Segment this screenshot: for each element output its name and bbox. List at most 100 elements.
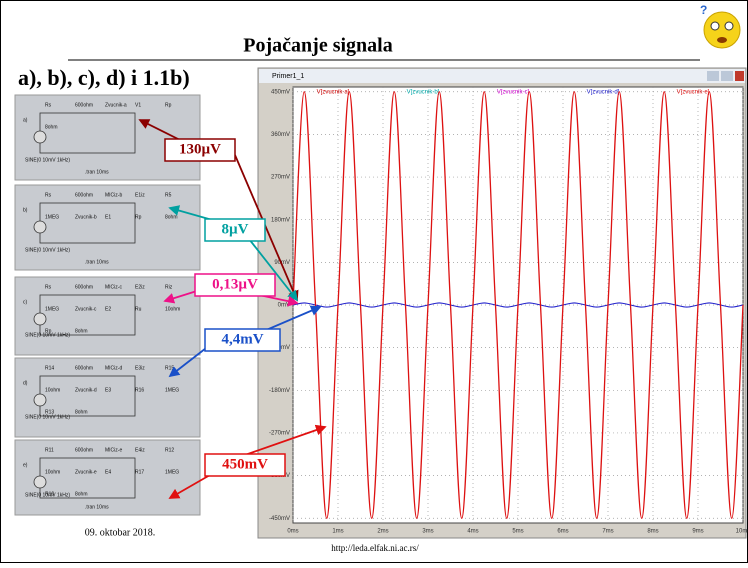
- y-tick-label: 180mV: [271, 217, 290, 223]
- y-tick-label: 360mV: [271, 132, 290, 138]
- legend-entry: V[zvucnik-b]: [407, 90, 440, 96]
- schematic-label: Zvucnik-b: [75, 214, 97, 220]
- legend-entry: V[zvucnik-e]: [677, 90, 710, 96]
- schematic-label: SINE(0 10mV 1kHz): [25, 492, 70, 498]
- schematic-label: Zvucnik-d: [75, 387, 97, 393]
- schematic-label: R17: [135, 469, 144, 475]
- y-tick-label: -180mV: [269, 388, 290, 394]
- source-symbol: [34, 394, 46, 406]
- schematic-label: .tran 10ms: [85, 169, 109, 175]
- schematic-label: 1MEG: [165, 387, 179, 393]
- window-close[interactable]: [735, 71, 744, 81]
- x-tick-label: 9ms: [692, 529, 703, 535]
- schematic-label: E3iz: [135, 365, 145, 371]
- schematic-label: Riz: [165, 284, 173, 290]
- annotation-text: 130µV: [179, 141, 221, 157]
- x-tick-label: 10ms: [736, 529, 748, 535]
- x-tick-label: 8ms: [647, 529, 658, 535]
- schematic-label: 8ohm: [75, 491, 88, 497]
- x-tick-label: 6ms: [557, 529, 568, 535]
- schematic-label: 10ohm: [45, 387, 60, 393]
- source-symbol: [34, 221, 46, 233]
- schematic-label: MICiz-d: [105, 365, 122, 371]
- schematic-label: SINE(0 10mV 1kHz): [25, 247, 70, 253]
- schematic-label: MICiz-b: [105, 192, 122, 198]
- page: Pojačanje signala a), b), c), d) i 1.1b)…: [0, 0, 748, 563]
- annotation-text: 8µV: [222, 221, 249, 237]
- schematic-label: 600ohm: [75, 365, 93, 371]
- schematic-label: d): [23, 380, 28, 386]
- x-tick-label: 3ms: [422, 529, 433, 535]
- x-tick-label: 7ms: [602, 529, 613, 535]
- footer-date: 09. oktobar 2018.: [85, 527, 156, 538]
- schematic-label: E2iz: [135, 284, 145, 290]
- schematic-label: 600ohm: [75, 447, 93, 453]
- schematic-label: Zvucnik-c: [75, 306, 97, 312]
- schematic-label: MICiz-c: [105, 284, 122, 290]
- schematic-label: SINE(0 10mV 1kHz): [25, 414, 70, 420]
- slide-title: Pojačanje signala: [243, 35, 392, 57]
- source-symbol: [34, 131, 46, 143]
- schematic-label: R5: [165, 192, 172, 198]
- schematic-label: 10ohm: [45, 469, 60, 475]
- schematic-label: E4: [105, 469, 111, 475]
- legend-entry: V[zvucnik-d]: [587, 90, 620, 96]
- slide-subtitle: a), b), c), d) i 1.1b): [18, 65, 190, 90]
- schematic-label: E1: [105, 214, 111, 220]
- schematic-label: E2: [105, 306, 111, 312]
- source-symbol: [34, 476, 46, 488]
- schematic-label: Rs: [45, 102, 52, 108]
- schematic-label: 8ohm: [45, 124, 58, 130]
- annotation-text: 0,13µV: [212, 276, 258, 292]
- schematic-label: R15: [165, 365, 174, 371]
- schematic-label: R14: [45, 365, 54, 371]
- x-tick-label: 2ms: [377, 529, 388, 535]
- x-tick-label: 4ms: [467, 529, 478, 535]
- schematic-label: E3: [105, 387, 111, 393]
- schematic-label: E4iz: [135, 447, 145, 453]
- schematic-label: Zvucnik-e: [75, 469, 97, 475]
- schematic-label: c): [23, 299, 28, 305]
- annotation-text: 450mV: [222, 456, 268, 472]
- schematic-label: Rp: [135, 214, 142, 220]
- window-button[interactable]: [721, 71, 733, 81]
- schematic-label: a): [23, 117, 28, 123]
- legend-entry: V[zvucnik-c]: [497, 90, 530, 96]
- y-tick-label: 450mV: [271, 89, 290, 95]
- schematic-label: R11: [45, 447, 54, 453]
- window-title: Primer1_1: [272, 73, 304, 80]
- annotation-text: 4,4mV: [221, 331, 263, 347]
- schematic-label: b): [23, 207, 28, 213]
- y-tick-label: 0mV: [278, 303, 290, 309]
- window-button[interactable]: [707, 71, 719, 81]
- schematic-label: 8ohm: [75, 328, 88, 334]
- x-tick-label: 5ms: [512, 529, 523, 535]
- schematic-label: Ru: [135, 306, 142, 312]
- slide: Pojačanje signala a), b), c), d) i 1.1b)…: [0, 0, 748, 563]
- schematic-label: .tran 10ms: [85, 504, 109, 510]
- schematic-label: E1iz: [135, 192, 145, 198]
- schematic-label: MICiz-e: [105, 447, 122, 453]
- source-symbol: [34, 313, 46, 325]
- schematic-label: R12: [165, 447, 174, 453]
- schematic-label: SINE(0 10mV 1kHz): [25, 332, 70, 338]
- schematic-label: 8ohm: [165, 214, 178, 220]
- schematic-label: 8ohm: [75, 409, 88, 415]
- schematic-label: SINE(0 10mV 1kHz): [25, 157, 70, 163]
- schematic-label: Rp: [165, 102, 172, 108]
- schematic-label: 600ohm: [75, 192, 93, 198]
- schematic-label: 1MEG: [165, 469, 179, 475]
- x-tick-label: 0ms: [287, 529, 298, 535]
- schematic-label: V1: [135, 102, 141, 108]
- schematic-label: R16: [135, 387, 144, 393]
- footer-url: http://leda.elfak.ni.ac.rs/: [331, 543, 419, 553]
- schematic-label: Rs: [45, 284, 52, 290]
- schematic-label: .tran 10ms: [85, 259, 109, 265]
- schematic-label: e): [23, 462, 28, 468]
- y-tick-label: -450mV: [269, 516, 290, 522]
- schematic-label: 600ohm: [75, 102, 93, 108]
- svg-text:?: ?: [700, 3, 707, 17]
- x-tick-label: 1ms: [332, 529, 343, 535]
- schematic-label: 10ohm: [165, 306, 180, 312]
- window-titlebar: [259, 69, 745, 83]
